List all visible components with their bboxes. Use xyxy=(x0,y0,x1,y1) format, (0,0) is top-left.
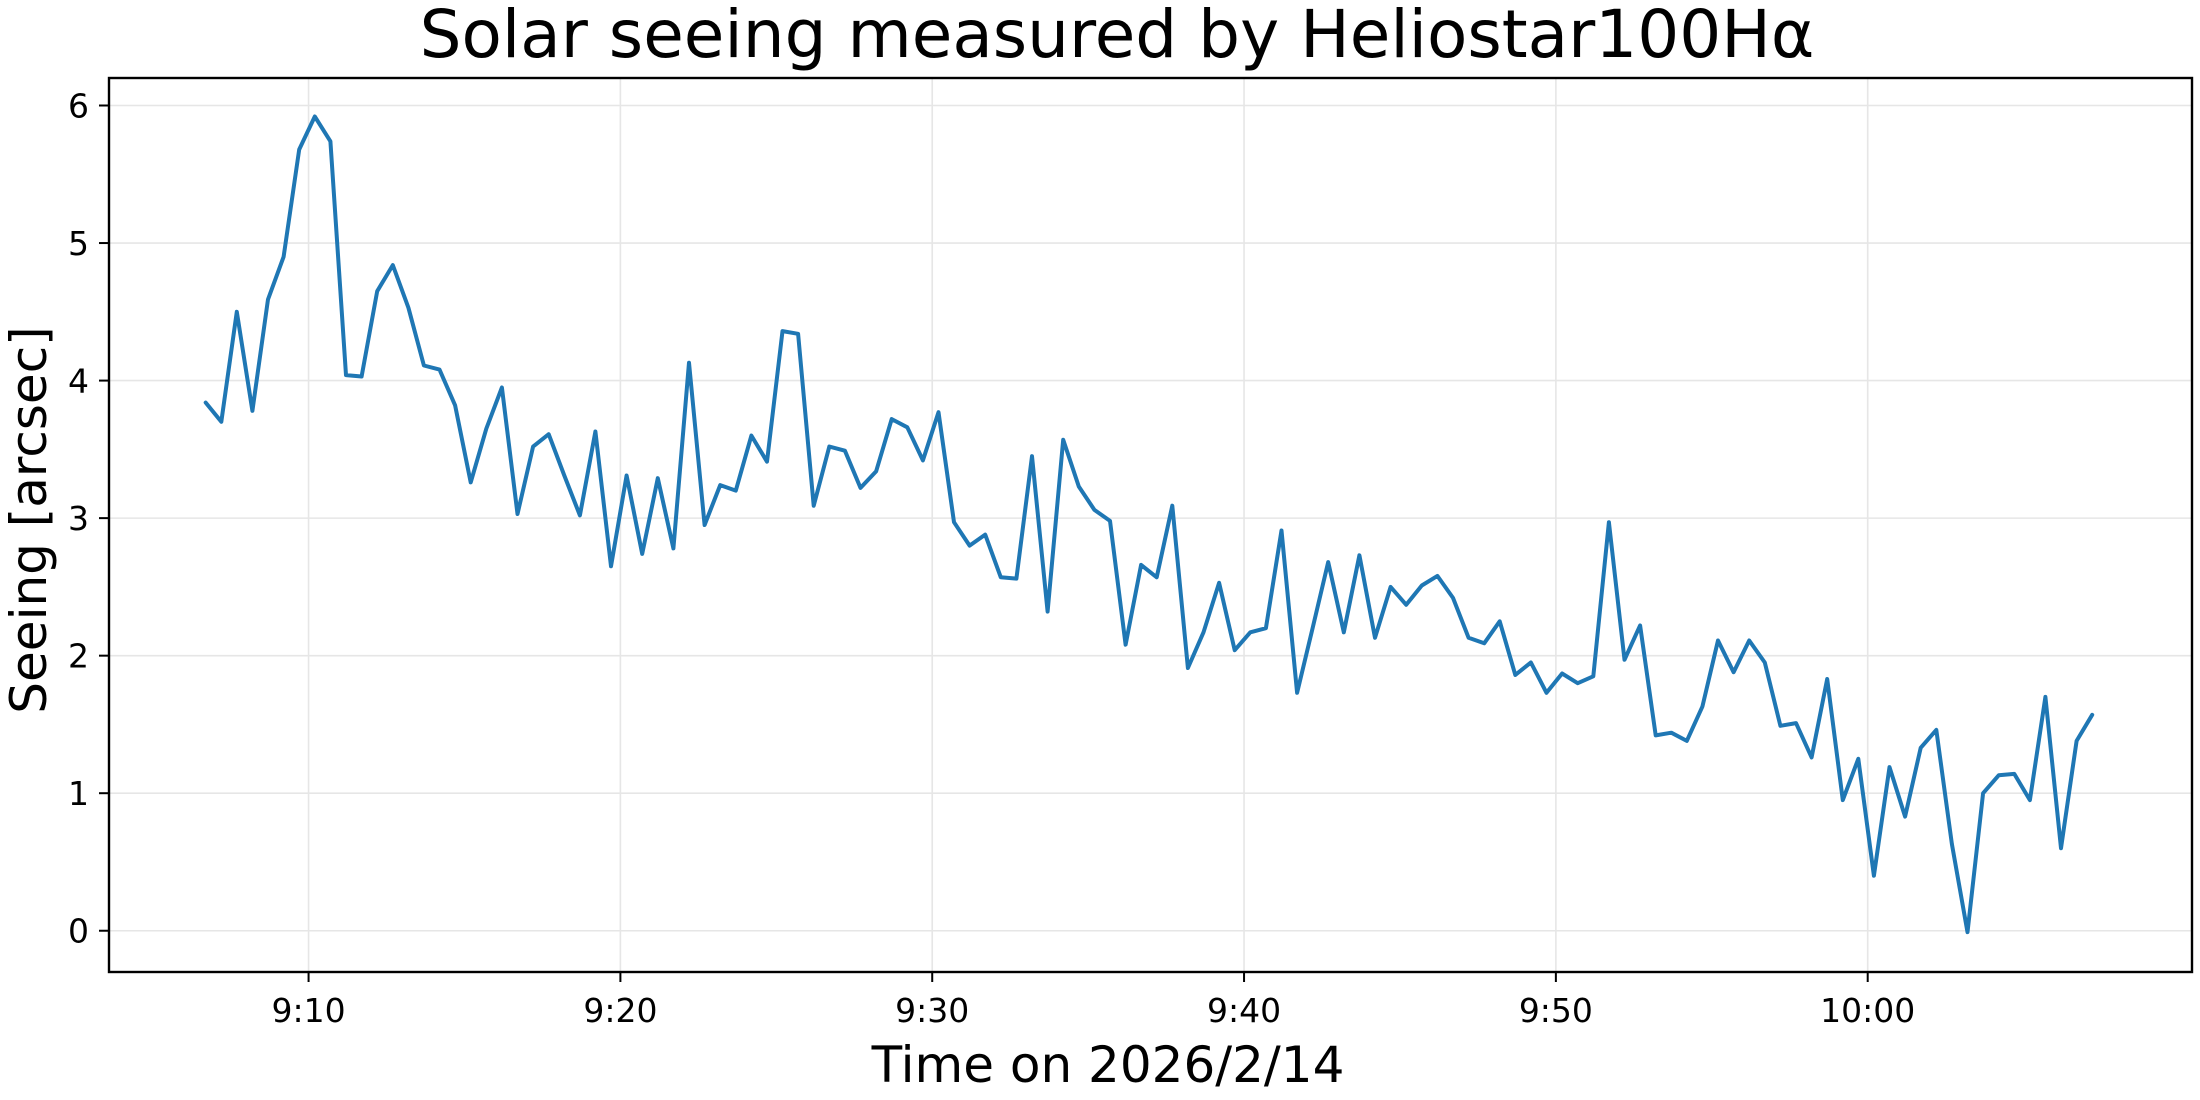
y-tick-label: 3 xyxy=(68,499,89,538)
y-tick-label: 5 xyxy=(68,224,89,263)
x-tick-label: 9:10 xyxy=(272,991,346,1030)
y-tick-label: 0 xyxy=(68,912,89,951)
x-tick-label: 9:20 xyxy=(583,991,657,1030)
x-tick-label: 10:00 xyxy=(1820,991,1915,1030)
y-tick-label: 2 xyxy=(68,637,89,676)
y-tick-label: 6 xyxy=(68,87,89,126)
chart-title: Solar seeing measured by Heliostar100Hα xyxy=(420,0,1815,73)
x-axis-label: Time on 2026/2/14 xyxy=(871,1036,1345,1094)
x-tick-label: 9:40 xyxy=(1207,991,1281,1030)
seeing-series-line xyxy=(203,114,2095,935)
y-tick-label: 1 xyxy=(68,774,89,813)
x-axis-ticks: 9:10 9:20 9:30 9:40 9:50 10:00 xyxy=(272,972,1915,1030)
y-tick-label: 4 xyxy=(68,362,89,401)
plot-frame xyxy=(107,76,2194,974)
x-tick-label: 9:30 xyxy=(895,991,969,1030)
y-axis-ticks: 0 1 2 3 4 5 6 xyxy=(68,87,109,951)
y-axis-label: Seeing [arcsec] xyxy=(0,326,58,713)
series-layer xyxy=(203,114,2095,935)
x-tick-label: 9:50 xyxy=(1519,991,1593,1030)
